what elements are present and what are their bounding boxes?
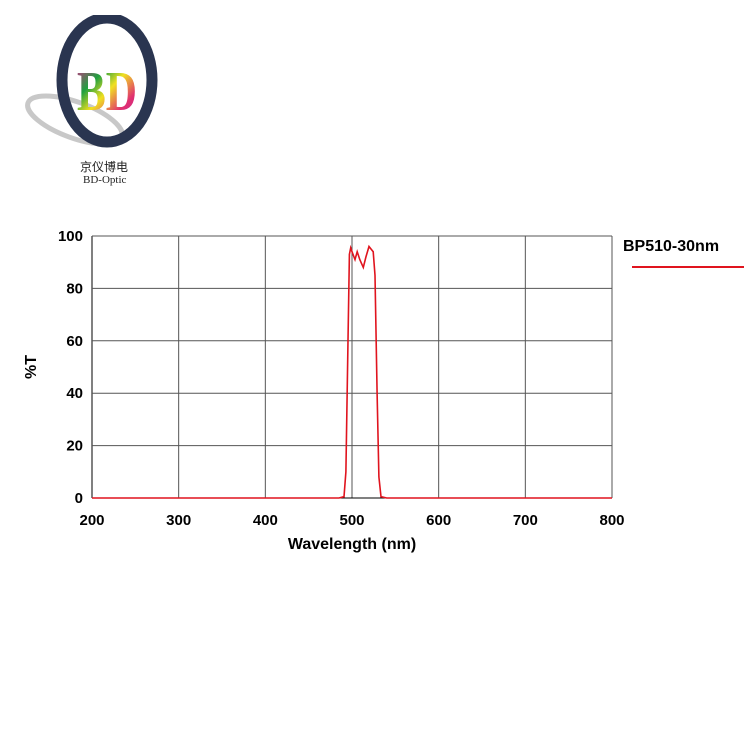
legend-label: BP510-30nm: [623, 238, 719, 255]
series-line: [92, 244, 612, 499]
x-tick-label: 400: [253, 512, 278, 529]
x-tick-label: 300: [166, 512, 191, 529]
y-tick-label: 40: [66, 385, 83, 402]
x-tick-label: 600: [426, 512, 451, 529]
y-axis-label: %T: [23, 355, 40, 379]
y-tick-label: 100: [58, 228, 83, 245]
x-tick-label: 200: [79, 512, 104, 529]
logo-name-en: BD-Optic: [83, 174, 127, 186]
y-tick-label: 60: [66, 333, 83, 350]
bd-optic-logo: BD: [20, 12, 170, 165]
x-tick-label: 800: [599, 512, 624, 529]
y-tick-label: 20: [66, 438, 83, 455]
x-tick-label: 500: [339, 512, 364, 529]
logo-graphic: BD: [25, 12, 158, 148]
y-tick-label: 0: [75, 490, 83, 507]
logo-name-cn: 京仪博电: [80, 160, 129, 174]
x-axis-label: Wavelength (nm): [288, 536, 416, 553]
x-tick-label: 700: [513, 512, 538, 529]
y-tick-label: 80: [66, 280, 83, 297]
svg-text:BD: BD: [77, 61, 137, 123]
